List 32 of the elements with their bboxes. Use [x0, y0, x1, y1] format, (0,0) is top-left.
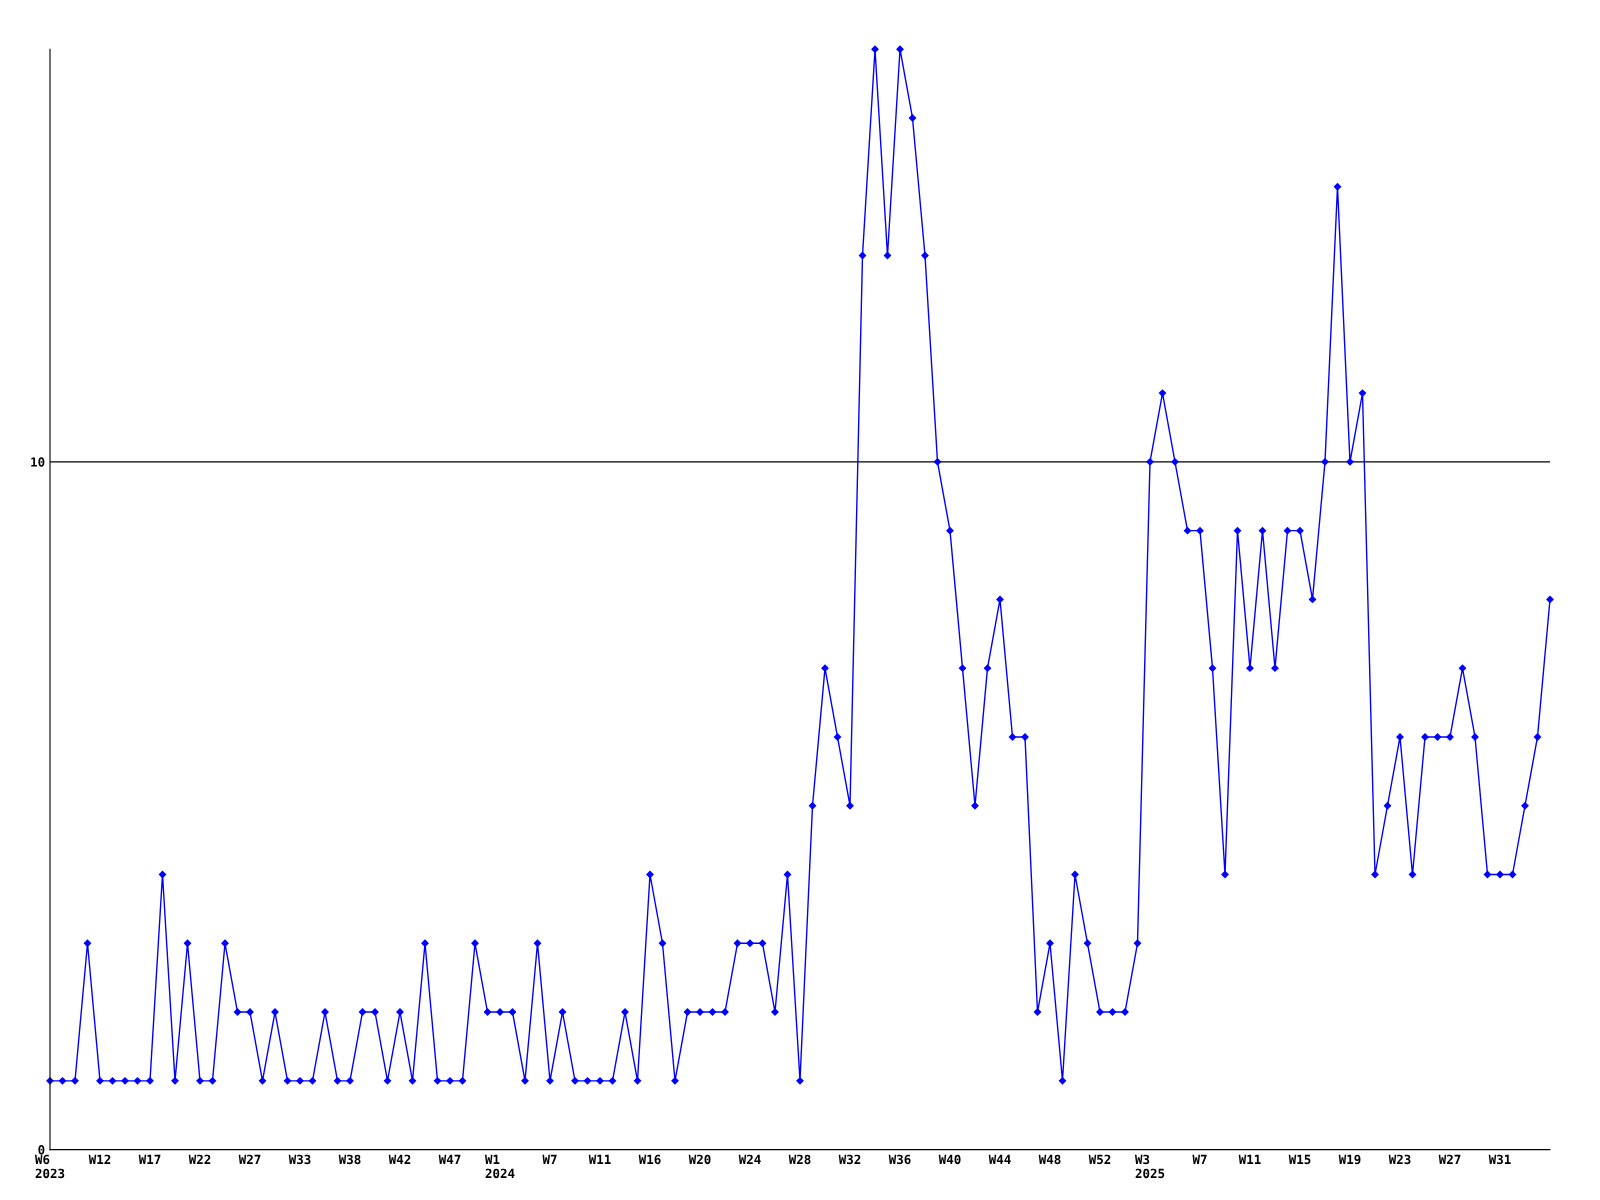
x-tick-label: W40 — [938, 1154, 961, 1165]
x-tick-label: W19 — [1338, 1154, 1361, 1165]
x-tick-label: W28 — [788, 1154, 811, 1165]
x-tick-label: W11 — [1238, 1154, 1261, 1164]
x-tick-label: W27 — [238, 1154, 261, 1164]
x-tick-label: W6 2023 — [34, 1154, 65, 1179]
y-tick-label: 0 — [38, 1145, 45, 1155]
y-tick-label: 10 — [31, 457, 45, 467]
x-tick-label: W44 — [988, 1154, 1011, 1164]
x-tick-label: W20 — [688, 1154, 711, 1165]
x-tick-label: W3 2025 — [1134, 1154, 1165, 1179]
x-tick-label: W7 — [542, 1154, 557, 1164]
x-tick-label: W33 — [288, 1154, 311, 1165]
x-tick-label: W52 — [1088, 1154, 1111, 1165]
x-tick-label: W27 — [1438, 1154, 1461, 1164]
x-tick-label: W32 — [838, 1154, 861, 1165]
x-tick-label: W31 — [1488, 1154, 1511, 1165]
x-tick-label: W17 — [138, 1154, 161, 1164]
x-tick-label: W11 — [588, 1154, 611, 1164]
x-tick-label: W48 — [1038, 1154, 1061, 1165]
x-tick-label: W22 — [188, 1154, 211, 1164]
x-tick-label: W38 — [338, 1154, 361, 1165]
x-tick-label: W1 2024 — [484, 1154, 515, 1179]
x-tick-label: W24 — [738, 1154, 761, 1164]
x-tick-label: W47 — [438, 1154, 461, 1164]
x-tick-label: W15 — [1288, 1154, 1311, 1165]
x-tick-label: W12 — [88, 1154, 111, 1164]
x-tick-label: W16 — [638, 1154, 661, 1165]
x-tick-label: W23 — [1388, 1154, 1411, 1165]
x-tick-label: W7 — [1192, 1154, 1207, 1164]
x-tick-label: W36 — [888, 1154, 911, 1165]
x-tick-label: W42 — [388, 1154, 411, 1164]
